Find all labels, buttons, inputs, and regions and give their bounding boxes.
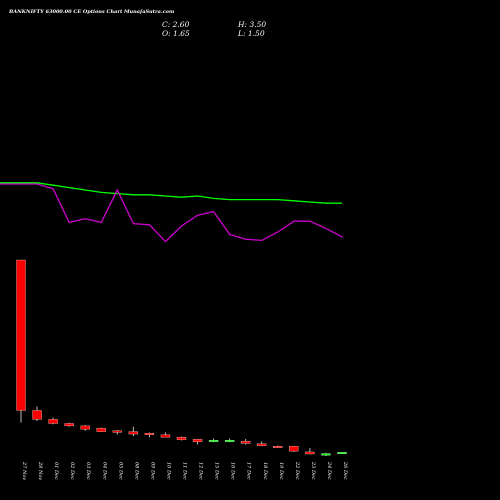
x-tick-label: 15 Dec — [214, 462, 220, 480]
candle-body — [96, 428, 106, 432]
candle-body — [16, 259, 26, 411]
candle — [80, 425, 90, 431]
open-value: O: 1.65 — [162, 29, 190, 38]
candle — [273, 445, 283, 448]
x-tick-label: 04 Dec — [101, 462, 107, 480]
candle — [48, 417, 58, 425]
candle — [257, 441, 267, 447]
candle — [128, 426, 139, 437]
candle — [337, 452, 347, 454]
x-tick-label: 09 Dec — [149, 462, 155, 480]
candle — [160, 432, 171, 438]
x-tick-label: 08 Dec — [133, 462, 139, 480]
x-axis-labels: 27 Nov 28 Nov 01 Dec 02 Dec 03 Dec 04 Dec 05 D… — [21, 461, 348, 480]
candlestick-panel — [16, 259, 347, 456]
candle — [241, 438, 251, 445]
moving-average-line — [0, 182, 342, 204]
x-tick-label: 02 Dec — [69, 462, 75, 480]
low-value: L: 1.50 — [238, 29, 265, 38]
candle-body — [176, 437, 187, 440]
candle — [16, 259, 26, 423]
x-tick-label: 17 Dec — [246, 462, 252, 480]
candle — [289, 446, 299, 452]
candle-body — [224, 439, 235, 442]
candle-body — [257, 443, 267, 446]
candle-body — [321, 453, 331, 456]
x-tick-label: 10 Dec — [165, 462, 171, 480]
candle-body — [192, 439, 203, 442]
candle-body — [48, 419, 58, 424]
x-tick-label: 24 Dec — [326, 461, 332, 480]
candle — [144, 432, 155, 438]
candle-body — [160, 434, 171, 438]
candle-body — [305, 451, 315, 455]
candle — [64, 422, 74, 427]
candle — [176, 436, 187, 441]
x-tick-label: 28 Nov — [37, 461, 43, 480]
candle — [305, 447, 315, 455]
x-tick-label: 12 Dec — [198, 462, 204, 480]
x-tick-label: 19 Dec — [278, 462, 284, 480]
candle-body — [64, 423, 74, 427]
candle — [208, 438, 219, 443]
x-tick-label: 18 Dec — [262, 462, 268, 480]
candle-body — [128, 431, 139, 435]
x-tick-label: 27 Nov — [21, 461, 27, 480]
candle-body — [144, 433, 155, 435]
candle-body — [80, 425, 90, 430]
x-tick-label: 11 Dec — [182, 462, 188, 480]
x-tick-label: 01 Dec — [53, 462, 59, 480]
x-tick-label: 05 Dec — [117, 462, 123, 480]
candle-body — [273, 446, 283, 448]
candle-body — [337, 452, 347, 454]
candle-body — [241, 441, 251, 444]
indicator-line — [0, 183, 343, 243]
x-tick-label: 22 Dec — [294, 461, 300, 480]
x-tick-label: 03 Dec — [85, 462, 91, 480]
x-tick-label: 16 Dec — [230, 462, 236, 480]
chart-title: BANKNIFTY 63000.00 CE Options Chart Muna… — [9, 9, 175, 15]
candle — [321, 452, 331, 456]
close-value: C: 2.60 — [162, 20, 190, 29]
x-tick-label: 26 Dec — [342, 461, 348, 480]
indicator-line-panel — [0, 182, 343, 243]
candle-body — [208, 439, 219, 442]
high-value: H: 3.50 — [238, 20, 267, 29]
candle-body — [32, 410, 42, 420]
candle — [112, 429, 122, 435]
candle — [96, 427, 106, 433]
candle-body — [112, 430, 122, 433]
candle — [192, 438, 203, 445]
candle — [224, 438, 235, 443]
candle — [32, 406, 42, 422]
candle-body — [289, 446, 299, 452]
x-tick-label: 23 Dec — [310, 461, 316, 480]
